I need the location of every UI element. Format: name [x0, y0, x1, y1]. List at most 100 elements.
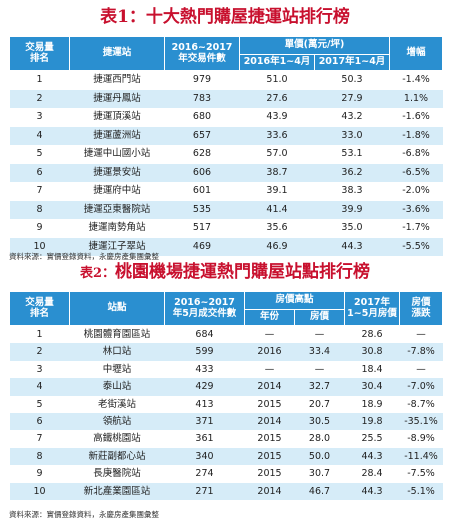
- table-row: 9 捷運南勢角站 517 35.6 35.0 -1.7%: [9, 219, 443, 238]
- cell-rank: 3: [9, 360, 70, 379]
- cell-p2017: 25.5: [344, 430, 400, 448]
- cell-station: 捷運頂溪站: [69, 108, 165, 127]
- table-row: 7 高鐵桃園站 361 2015 28.0 25.5 -8.9%: [9, 430, 443, 448]
- cell-station: 捷運南勢角站: [69, 219, 165, 238]
- cell-count: 517: [164, 219, 240, 238]
- table-row: 3 中壢站 433— —18.4—: [9, 360, 443, 379]
- cell-p2017: 53.1: [314, 145, 390, 164]
- cell-price: 20.7: [294, 395, 345, 414]
- cell-p2016: 43.9: [239, 108, 315, 127]
- cell-p2017: 44.3: [344, 447, 400, 466]
- header-change: 增幅: [389, 36, 443, 71]
- cell-count: 271: [164, 482, 245, 501]
- cell-count: 628: [164, 145, 240, 164]
- cell-station: 桃園體育園區站: [69, 325, 165, 344]
- cell-p2016: 41.4: [239, 200, 315, 219]
- cell-year: 2015: [244, 465, 295, 483]
- cell-drop: -35.1%: [399, 413, 443, 431]
- header-drop: 房價 漲跌: [399, 291, 444, 326]
- cell-station: 中壢站: [69, 360, 165, 379]
- cell-rank: 1: [9, 70, 70, 90]
- cell-count: 601: [164, 182, 240, 201]
- cell-year: 2016: [244, 343, 295, 361]
- cell-count: 340: [164, 447, 245, 466]
- cell-rank: 7: [9, 182, 70, 201]
- cell-station: 捷運亞東醫院站: [69, 200, 165, 219]
- header-price: 房價: [293, 309, 346, 326]
- cell-rank: 6: [9, 413, 70, 431]
- cell-price: —: [294, 325, 345, 344]
- cell-station: 長庚醫院站: [69, 465, 165, 483]
- header-high-group: 房價高點: [243, 291, 346, 310]
- table-row: 6 捷運景安站 606 38.7 36.2 -6.5%: [9, 163, 443, 182]
- cell-drop: —: [399, 325, 443, 344]
- cell-change: 1.1%: [389, 89, 443, 108]
- cell-drop: —: [399, 360, 443, 379]
- cell-change: -5.5%: [389, 237, 443, 256]
- cell-p2016: 33.6: [239, 126, 315, 145]
- table-row: 5 老街溪站 413 2015 20.7 18.9 -8.7%: [9, 395, 443, 414]
- table1: 交易量 排名 捷運站 2016~2017 年交易件數 單價(萬元/坪) 增幅 2…: [9, 36, 443, 256]
- cell-p2017: 50.3: [314, 70, 390, 90]
- cell-rank: 7: [9, 430, 70, 448]
- cell-p2016: 35.6: [239, 219, 315, 238]
- table1-title: 表1：十大熱門購屋捷運站排行榜: [0, 9, 450, 26]
- cell-rank: 4: [9, 126, 70, 145]
- cell-station: 捷運西門站: [69, 70, 165, 90]
- header-price-2017: 2017年 1~5月房價: [344, 291, 401, 326]
- table-row: 10 捷運江子翠站 469 46.9 44.3 -5.5%: [9, 237, 443, 256]
- table2-title-prefix: 表2：: [79, 266, 116, 281]
- table-row: 6 領航站 371 2014 30.5 19.8 -35.1%: [9, 413, 443, 431]
- cell-station: 捷運江子翠站: [69, 237, 165, 256]
- header-count: 2016~2017 年5月成交件數: [164, 291, 245, 326]
- cell-count: 979: [164, 70, 240, 90]
- cell-p2017: 19.8: [344, 413, 400, 431]
- cell-count: 783: [164, 89, 240, 108]
- cell-p2017: 27.9: [314, 89, 390, 108]
- cell-drop: -8.9%: [399, 430, 443, 448]
- cell-p2017: 18.4: [344, 360, 400, 379]
- cell-price: 30.7: [294, 465, 345, 483]
- cell-price: —: [294, 360, 345, 379]
- cell-station: 新北產業園區站: [69, 482, 165, 501]
- cell-count: 433: [164, 360, 245, 379]
- cell-p2017: 43.2: [314, 108, 390, 127]
- cell-rank: 5: [9, 395, 70, 414]
- table-row: 2 林口站 599 2016 33.4 30.8 -7.8%: [9, 343, 443, 361]
- table-row: 8 新莊副都心站 340 2015 50.0 44.3 -11.4%: [9, 447, 443, 466]
- cell-drop: -11.4%: [399, 447, 443, 466]
- cell-p2017: 44.3: [314, 237, 390, 256]
- cell-year: 2015: [244, 395, 295, 414]
- cell-change: -1.7%: [389, 219, 443, 238]
- table-row: 9 長庚醫院站 274 2015 30.7 28.4 -7.5%: [9, 465, 443, 483]
- cell-price: 32.7: [294, 378, 345, 396]
- header-count: 2016~2017 年交易件數: [164, 36, 240, 71]
- cell-price: 28.0: [294, 430, 345, 448]
- cell-rank: 6: [9, 163, 70, 182]
- cell-p2017: 38.3: [314, 182, 390, 201]
- cell-change: -1.6%: [389, 108, 443, 127]
- table-row: 5 捷運中山國小站 628 57.0 53.1 -6.8%: [9, 145, 443, 164]
- table1-body: 1 捷運西門站 979 51.0 50.3 -1.4% 2 捷運丹鳳站 783 27.6 27.9 1…: [9, 70, 443, 256]
- table2-source: 資料來源：實價登錄資料，永慶房產集團彙整: [9, 510, 159, 519]
- header-rank: 交易量 排名: [9, 291, 70, 326]
- cell-change: -6.5%: [389, 163, 443, 182]
- cell-year: 2014: [244, 413, 295, 431]
- cell-p2017: 36.2: [314, 163, 390, 182]
- cell-p2016: 38.7: [239, 163, 315, 182]
- cell-station: 捷運景安站: [69, 163, 165, 182]
- cell-rank: 10: [9, 482, 70, 501]
- table2: 交易量 排名 站點 2016~2017 年5月成交件數 房價高點 2017年 1…: [9, 291, 444, 501]
- cell-rank: 9: [9, 219, 70, 238]
- cell-drop: -7.5%: [399, 465, 443, 483]
- cell-p2017: 35.0: [314, 219, 390, 238]
- cell-drop: -7.8%: [399, 343, 443, 361]
- cell-p2017: 30.4: [344, 378, 400, 396]
- cell-rank: 3: [9, 108, 70, 127]
- header-rank: 交易量 排名: [9, 36, 70, 71]
- cell-change: -6.8%: [389, 145, 443, 164]
- cell-count: 371: [164, 413, 245, 431]
- cell-rank: 8: [9, 200, 70, 219]
- cell-year: 2014: [244, 482, 295, 501]
- cell-station: 捷運丹鳳站: [69, 89, 165, 108]
